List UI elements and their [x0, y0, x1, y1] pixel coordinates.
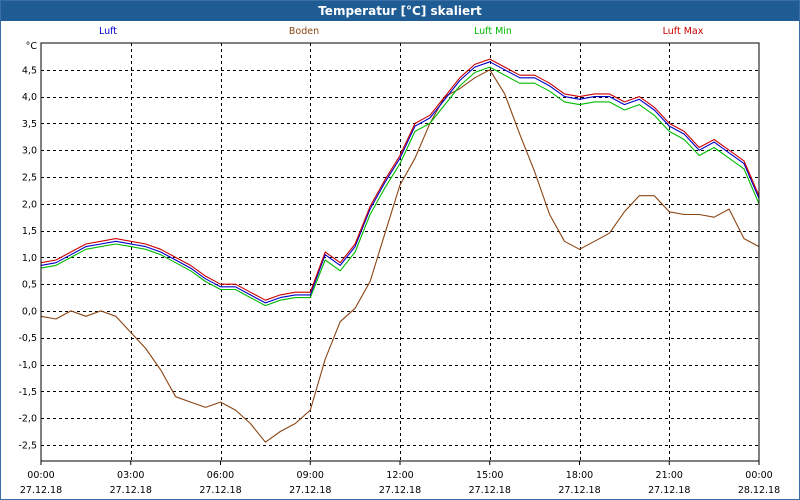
y-tick-label: -1,0 — [18, 360, 37, 371]
legend: Luft Boden Luft Min Luft Max — [99, 26, 704, 37]
x-tick-date: 27.12.18 — [379, 485, 421, 496]
x-tick-date: 27.12.18 — [648, 485, 690, 496]
chart-title: Temperatur [°C] skaliert — [1, 1, 799, 21]
x-tick-time: 15:00 — [476, 470, 503, 481]
y-tick-label: 4,5 — [22, 65, 37, 76]
x-tick-date: 28.12.18 — [738, 485, 780, 496]
x-tick-date: 27.12.18 — [469, 485, 511, 496]
grid-lines — [41, 43, 759, 461]
y-tick-label: 3,5 — [22, 119, 37, 130]
x-tick-date: 27.12.18 — [20, 485, 62, 496]
legend-entry: Luft Min — [474, 26, 512, 37]
series-line-luft-max — [40, 58, 760, 301]
x-axis-ticks: 00:00 27.12.18 03:00 27.12.18 06:00 27.12.18 0… — [20, 461, 780, 496]
x-tick-date: 27.12.18 — [558, 485, 600, 496]
x-tick-time: 03:00 — [117, 470, 144, 481]
series-line-luft-min — [40, 66, 760, 307]
x-tick-time: 06:00 — [207, 470, 234, 481]
y-tick-label: 0,5 — [22, 280, 37, 291]
y-tick-label: -2,5 — [18, 440, 37, 451]
y-tick-label: 1,0 — [22, 253, 37, 264]
y-axis-unit-label: °C — [26, 41, 38, 52]
x-tick-time: 09:00 — [297, 470, 324, 481]
y-tick-label: 0,0 — [22, 306, 37, 317]
x-tick-date: 27.12.18 — [289, 485, 331, 496]
x-tick-time: 18:00 — [566, 470, 593, 481]
y-tick-label: 2,5 — [22, 172, 37, 183]
x-tick-date: 27.12.18 — [199, 485, 241, 496]
x-tick-time: 00:00 — [27, 470, 54, 481]
series-lines — [40, 58, 760, 443]
y-axis-ticks: 4,5 4,0 3,5 3,0 2,5 2,0 1,5 1,0 0,5 0,0 -0,5 -1,0 -1… — [18, 65, 37, 451]
x-tick-time: 21:00 — [656, 470, 683, 481]
y-tick-label: -1,5 — [18, 387, 37, 398]
legend-entry: Luft Max — [663, 26, 704, 37]
y-tick-label: -0,5 — [18, 333, 37, 344]
x-tick-time: 00:00 — [745, 470, 772, 481]
y-tick-label: 2,0 — [22, 199, 37, 210]
y-tick-label: 3,0 — [22, 146, 37, 157]
y-tick-label: 4,0 — [22, 92, 37, 103]
y-tick-label: -2,0 — [18, 414, 37, 425]
x-tick-date: 27.12.18 — [110, 485, 152, 496]
y-tick-label: 1,5 — [22, 226, 37, 237]
legend-entry: Luft — [99, 26, 117, 37]
x-tick-time: 12:00 — [386, 470, 413, 481]
legend-entry: Boden — [289, 26, 319, 37]
series-line-luft — [40, 61, 760, 304]
series-line-boden — [40, 69, 760, 443]
